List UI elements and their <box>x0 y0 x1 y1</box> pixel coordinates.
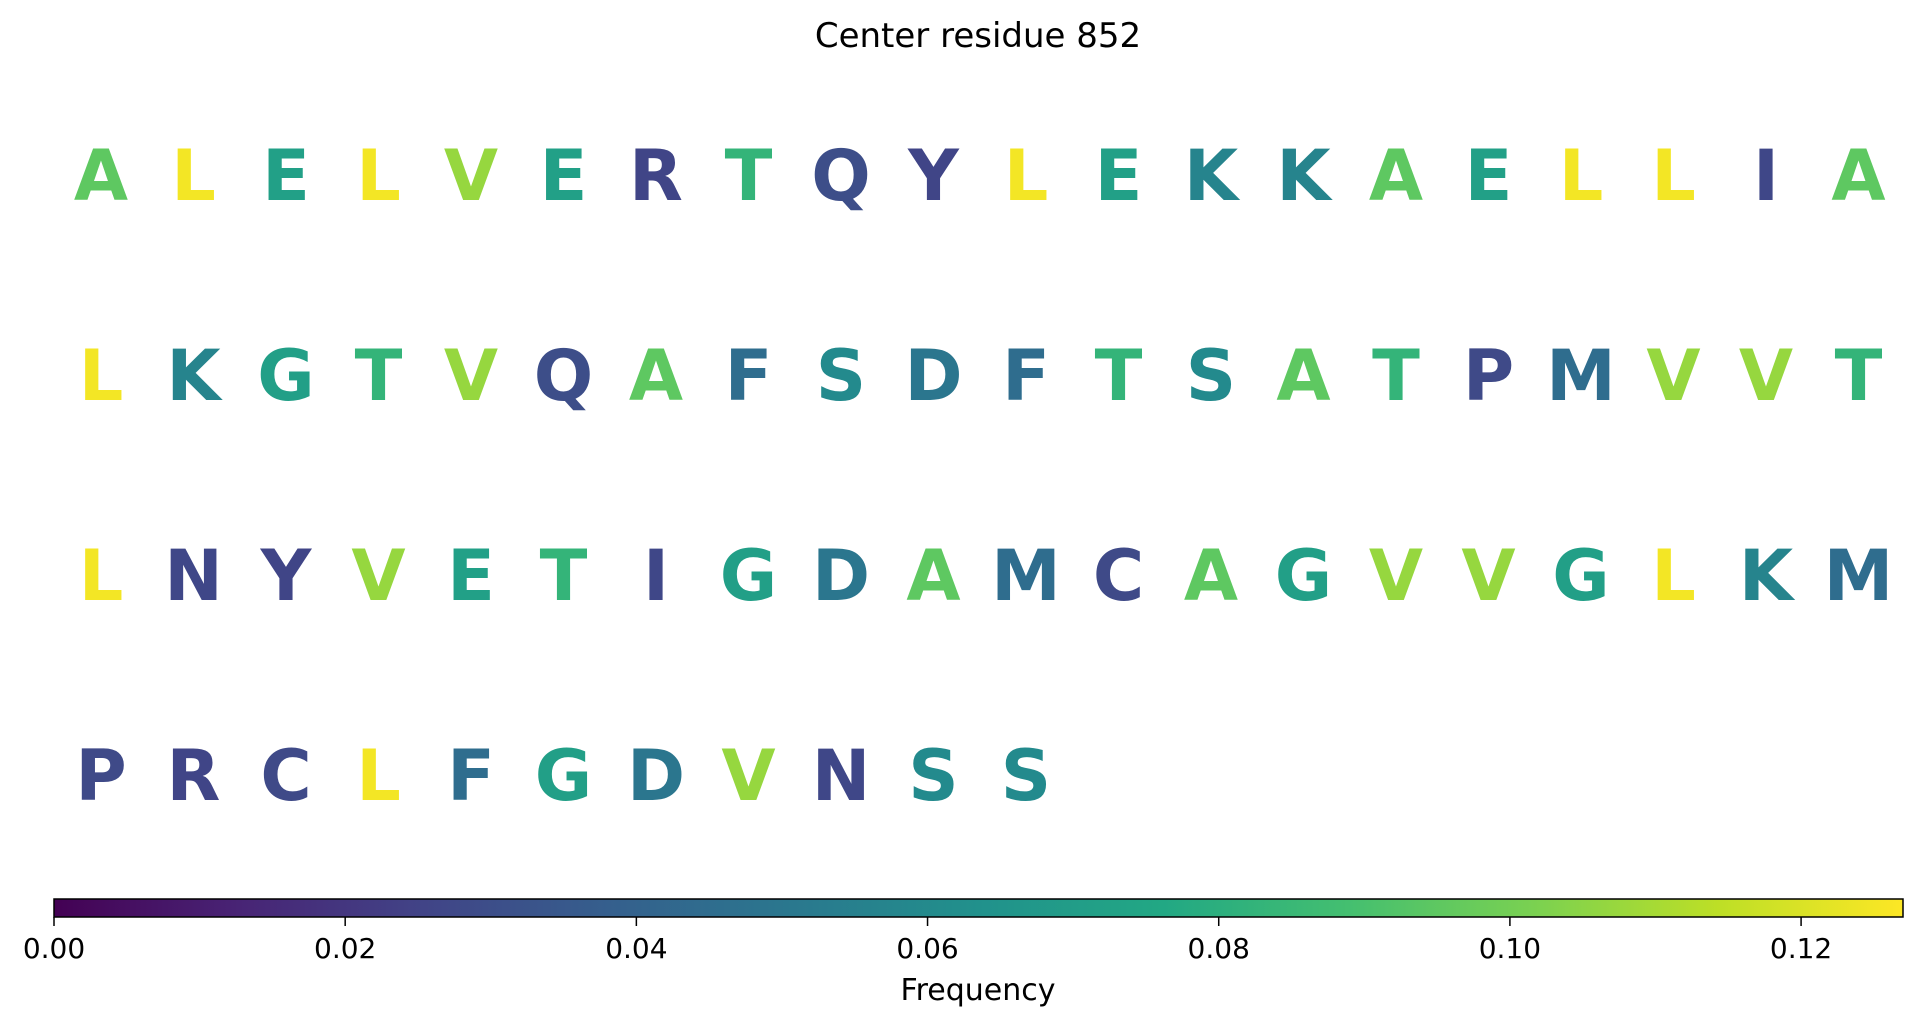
residue-letter-36: P <box>1463 335 1514 417</box>
residue-letter-47: I <box>643 535 669 617</box>
colorbar: 0.00 0.02 0.04 0.06 0.08 0.10 0.12 Frequency <box>23 898 1904 1008</box>
residue-letter-3: E <box>262 135 310 217</box>
residue-letter-63: C <box>260 735 311 817</box>
residue-letter-19: I <box>1753 135 1779 217</box>
residue-letter-8: T <box>725 135 773 217</box>
residue-letter-23: G <box>257 335 314 417</box>
residue-letter-12: E <box>1095 135 1143 217</box>
residue-letter-69: N <box>812 735 871 817</box>
residue-letter-50: A <box>906 535 960 617</box>
residue-letter-57: G <box>1552 535 1609 617</box>
residue-letter-28: F <box>725 335 773 417</box>
residue-letter-44: V <box>351 535 405 617</box>
residue-letter-60: M <box>1824 535 1894 617</box>
residue-letter-5: V <box>444 135 498 217</box>
residue-letter-9: Q <box>811 135 871 217</box>
residue-letter-14: K <box>1276 135 1333 217</box>
residue-letter-16: E <box>1465 135 1513 217</box>
residue-letter-43: Y <box>260 535 313 617</box>
residue-letter-40: T <box>1835 335 1883 417</box>
residue-letter-15: A <box>1369 135 1423 217</box>
residue-letter-31: F <box>1002 335 1050 417</box>
residue-letter-70: S <box>908 735 958 817</box>
residue-letter-62: R <box>167 735 221 817</box>
residue-letter-39: V <box>1739 335 1793 417</box>
residue-letter-68: V <box>721 735 775 817</box>
residue-letter-21: L <box>79 335 124 417</box>
colorbar-tick-label: 0.04 <box>605 932 667 965</box>
residue-letter-24: T <box>355 335 403 417</box>
residue-letter-4: L <box>356 135 401 217</box>
residue-letter-30: D <box>904 335 962 417</box>
residue-letter-64: L <box>356 735 401 817</box>
residue-letter-27: A <box>629 335 683 417</box>
residue-letter-18: L <box>1651 135 1696 217</box>
colorbar-gradient <box>53 898 1904 918</box>
residue-letter-42: N <box>164 535 223 617</box>
residue-letter-61: P <box>75 735 126 817</box>
residue-grid: A L E L V E R T Q Y L E K K A E L L I AL K G T V Q A F S D F T S A T P M V V T… <box>74 135 1893 817</box>
residue-letter-67: D <box>627 735 685 817</box>
residue-letter-46: T <box>540 535 588 617</box>
residue-letter-48: G <box>720 535 777 617</box>
residue-letter-53: A <box>1184 535 1238 617</box>
residue-letter-41: L <box>79 535 124 617</box>
residue-letter-58: L <box>1651 535 1696 617</box>
colorbar-tick-label: 0.08 <box>1188 932 1250 965</box>
residue-letter-66: G <box>535 735 592 817</box>
chart-title: Center residue 852 <box>815 16 1141 56</box>
residue-letter-6: E <box>540 135 588 217</box>
residue-letter-25: V <box>444 335 498 417</box>
residue-letter-52: C <box>1093 535 1144 617</box>
residue-letter-32: T <box>1095 335 1143 417</box>
residue-letter-2: L <box>171 135 216 217</box>
colorbar-label: Frequency <box>901 973 1056 1008</box>
residue-letter-29: S <box>816 335 866 417</box>
residue-letter-54: G <box>1275 535 1332 617</box>
colorbar-tick-label: 0.12 <box>1770 932 1832 965</box>
residue-letter-59: K <box>1739 535 1796 617</box>
residue-letter-7: R <box>629 135 683 217</box>
colorbar-tick-label: 0.06 <box>896 932 958 965</box>
residue-letter-45: E <box>447 535 495 617</box>
residue-letter-33: S <box>1186 335 1236 417</box>
residue-letter-10: Y <box>907 135 960 217</box>
residue-letter-71: S <box>1001 735 1051 817</box>
residue-letter-51: M <box>991 535 1061 617</box>
colorbar-tick-label: 0.10 <box>1479 932 1541 965</box>
residue-letter-37: M <box>1546 335 1616 417</box>
residue-letter-34: A <box>1276 335 1330 417</box>
colorbar-tick-label: 0.02 <box>314 932 376 965</box>
residue-letter-1: A <box>74 135 128 217</box>
residue-letter-11: L <box>1004 135 1049 217</box>
residue-letter-55: V <box>1369 535 1423 617</box>
residue-letter-35: T <box>1372 335 1420 417</box>
residue-letter-22: K <box>166 335 223 417</box>
colorbar-tick-label: 0.00 <box>23 932 85 965</box>
residue-letter-38: V <box>1646 335 1700 417</box>
residue-letter-65: F <box>447 735 495 817</box>
colorbar-ticks: 0.00 0.02 0.04 0.06 0.08 0.10 0.12 <box>23 917 1832 965</box>
residue-letter-20: A <box>1831 135 1885 217</box>
residue-letter-13: K <box>1184 135 1241 217</box>
residue-letter-17: L <box>1559 135 1604 217</box>
residue-letter-49: D <box>812 535 870 617</box>
residue-letter-56: V <box>1461 535 1515 617</box>
residue-letter-26: Q <box>534 335 594 417</box>
